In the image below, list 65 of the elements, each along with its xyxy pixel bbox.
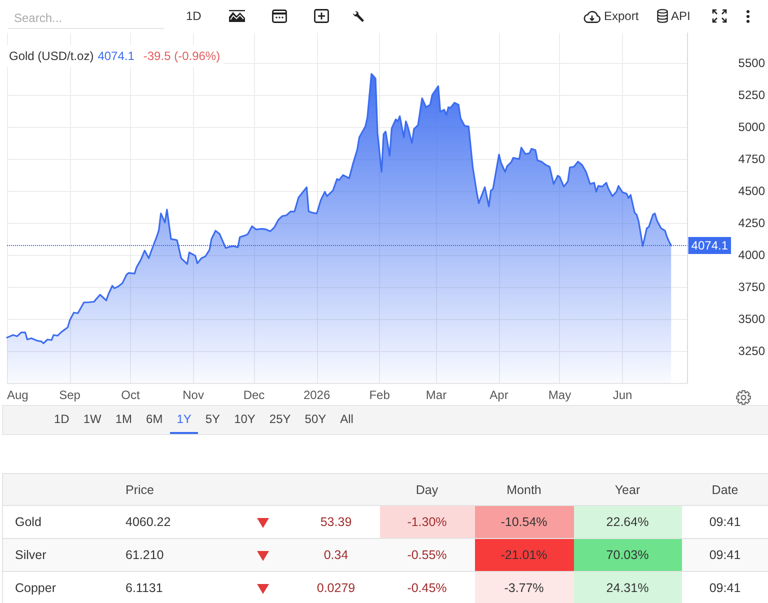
x-tick-label: May (548, 388, 572, 402)
text: 09:41 (709, 581, 741, 595)
category-label: Silver (15, 548, 46, 562)
category-label: 25Y (269, 412, 291, 426)
y-tick-label: 5500 (738, 56, 766, 70)
text: 70.03% (606, 548, 649, 562)
x-tick-label: Apr (490, 388, 508, 402)
y-tick-label: 4250 (738, 216, 766, 230)
x-tick-label: Feb (369, 388, 390, 402)
text: 24.31% (606, 581, 649, 595)
x-tick-label: Dec (243, 388, 265, 402)
category-label: 1W (83, 412, 102, 426)
text: 0.0279 (316, 581, 356, 595)
category-label: Date (682, 474, 768, 506)
category-label: Year (574, 474, 682, 506)
text: -3.77% (504, 581, 544, 595)
category-label: Day (380, 474, 474, 506)
annotation: 4074.1 (98, 49, 134, 63)
text: -1.30% (407, 515, 447, 529)
annotation: -39.5 (-0.96%) (143, 49, 220, 63)
text: API (671, 9, 690, 23)
x-tick-label: Sep (59, 388, 81, 402)
ref-line-label: 4074.1 (691, 238, 728, 253)
y-tick-label: 3750 (738, 280, 766, 294)
y-tick-label: 5000 (738, 120, 766, 134)
y-tick-label: 4750 (738, 152, 766, 166)
y-tick-label: 4500 (738, 184, 766, 198)
x-tick-label: Nov (182, 388, 204, 402)
category-label: 1D (54, 412, 70, 426)
text: 1D (186, 9, 202, 23)
category-label: 50Y (304, 412, 326, 426)
text: -0.45% (407, 581, 447, 595)
category-label: 1Y (176, 412, 192, 426)
x-tick-label: Mar (426, 388, 447, 402)
category-label: All (340, 412, 354, 426)
text: 22.64% (606, 515, 649, 529)
text: -21.01% (500, 548, 548, 562)
text: 6.1131 (126, 581, 163, 595)
text: Gold (USD/t.oz) (9, 49, 94, 63)
text: 61.210 (126, 548, 164, 562)
category-label: 10Y (234, 412, 256, 426)
text: -10.54% (500, 515, 548, 529)
x-tick-label: Jun (612, 388, 632, 402)
x-tick-label: 2026 (303, 388, 330, 402)
category-label: Copper (15, 581, 56, 595)
y-tick-label: 3250 (738, 344, 766, 358)
x-tick-label: Aug (7, 388, 28, 402)
text: 09:41 (709, 548, 741, 562)
category-label: Price (110, 474, 232, 506)
y-tick-label: 4000 (738, 248, 766, 262)
y-tick-label: 3500 (738, 312, 766, 326)
category-label: 1M (115, 412, 132, 426)
text: 4060.22 (126, 515, 171, 529)
text: -0.55% (407, 548, 447, 562)
category-label: Month (474, 474, 574, 506)
text: 0.34 (324, 548, 348, 562)
category-label: Gold (15, 515, 42, 529)
search-field: Search... (8, 6, 164, 29)
text: Export (604, 9, 639, 23)
x-tick-label: Oct (121, 388, 141, 402)
category-label: 5Y (205, 412, 220, 426)
y-tick-label: 5250 (738, 88, 766, 102)
text: 09:41 (709, 515, 741, 529)
category-label: 6M (146, 412, 163, 426)
text: 53.39 (320, 515, 352, 529)
